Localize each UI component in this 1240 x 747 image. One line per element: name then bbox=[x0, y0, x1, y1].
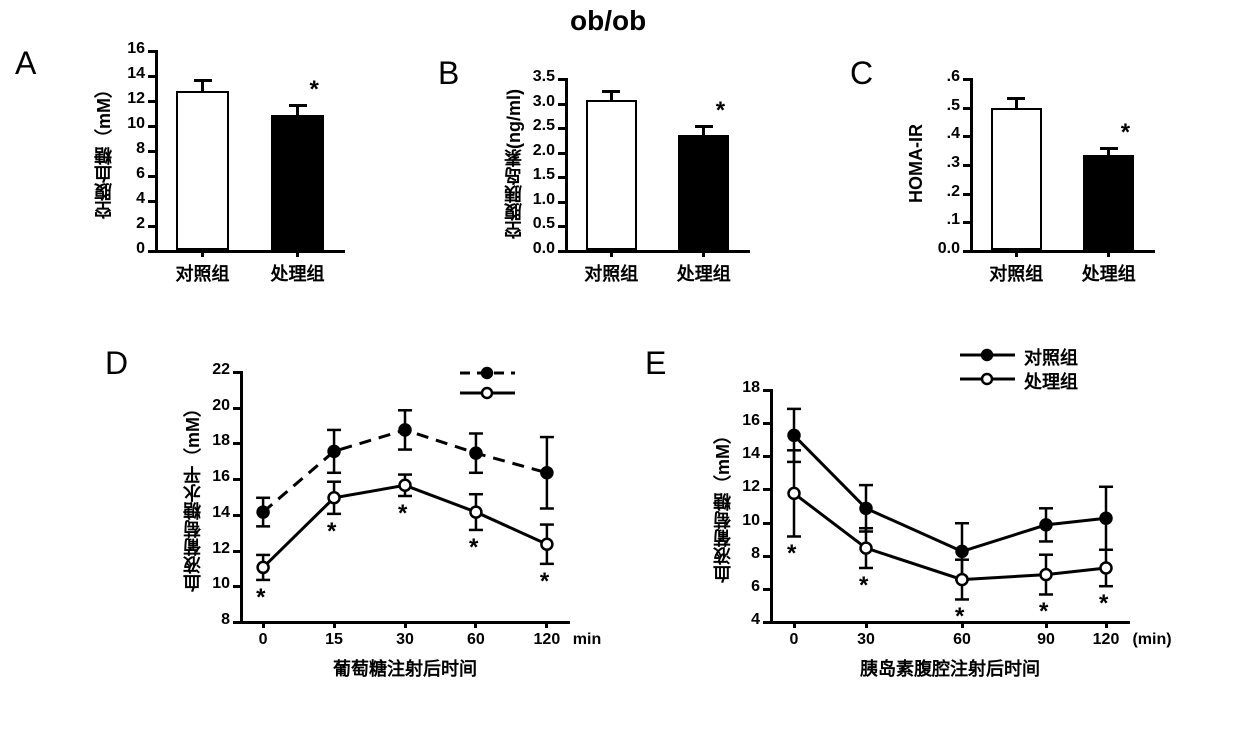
chart-d: 8101214161820220153060120min*****血液葡萄糖水平… bbox=[185, 345, 605, 695]
significance-star: * bbox=[1039, 598, 1048, 626]
chart-c: 0.0.1.2.3.4.5.6对照组*处理组HOMA-IR bbox=[910, 68, 1170, 300]
y-axis-label: 空腹血糖（mM） bbox=[91, 50, 117, 250]
panel-letter-a: A bbox=[15, 45, 36, 82]
significance-star: * bbox=[469, 534, 478, 562]
y-axis-label: 空腹胰岛素(ng/ml) bbox=[501, 78, 527, 250]
significance-star: * bbox=[716, 97, 725, 125]
x-axis-label: 胰岛素腹腔注射后时间 bbox=[770, 655, 1130, 681]
significance-star: * bbox=[398, 500, 407, 528]
y-axis-label: 血液葡萄糖水平（mM） bbox=[180, 381, 206, 611]
bar bbox=[586, 100, 637, 250]
x-axis-label: 葡萄糖注射后时间 bbox=[240, 655, 570, 681]
legend-item: 处理组 bbox=[1024, 368, 1078, 394]
category-label: 对照组 bbox=[167, 260, 239, 286]
category-label: 处理组 bbox=[1073, 260, 1145, 286]
significance-star: * bbox=[955, 603, 964, 631]
significance-star: * bbox=[859, 572, 868, 600]
significance-star: * bbox=[540, 568, 549, 596]
significance-star: * bbox=[1099, 590, 1108, 618]
significance-star: * bbox=[327, 518, 336, 546]
chart-e: 46810121416180306090120(min)*****血液葡萄糖（m… bbox=[715, 345, 1190, 695]
category-label: 对照组 bbox=[575, 260, 647, 286]
category-label: 处理组 bbox=[262, 260, 334, 286]
bar bbox=[678, 135, 729, 250]
category-label: 对照组 bbox=[980, 260, 1052, 286]
bar bbox=[991, 108, 1042, 250]
panel-letter-c: C bbox=[850, 55, 873, 92]
panel-letter-d: D bbox=[105, 345, 128, 382]
significance-star: * bbox=[256, 584, 265, 612]
significance-star: * bbox=[787, 540, 796, 568]
y-axis-label: HOMA-IR bbox=[906, 78, 927, 250]
bar bbox=[176, 91, 228, 250]
legend-item: 对照组 bbox=[1024, 344, 1078, 370]
chart-a: 0246810121416对照组*处理组空腹血糖（mM） bbox=[100, 40, 360, 300]
significance-star: * bbox=[310, 76, 319, 104]
bar bbox=[1083, 155, 1134, 250]
panel-letter-e: E bbox=[645, 345, 666, 382]
figure-title: ob/ob bbox=[570, 5, 646, 37]
significance-star: * bbox=[1121, 119, 1130, 147]
panel-letter-b: B bbox=[438, 55, 459, 92]
chart-b: 0.00.51.01.52.02.53.03.5对照组*处理组空腹胰岛素(ng/… bbox=[505, 68, 765, 300]
y-axis-label: 血液葡萄糖（mM） bbox=[710, 399, 736, 611]
category-label: 处理组 bbox=[668, 260, 740, 286]
bar bbox=[271, 115, 323, 250]
